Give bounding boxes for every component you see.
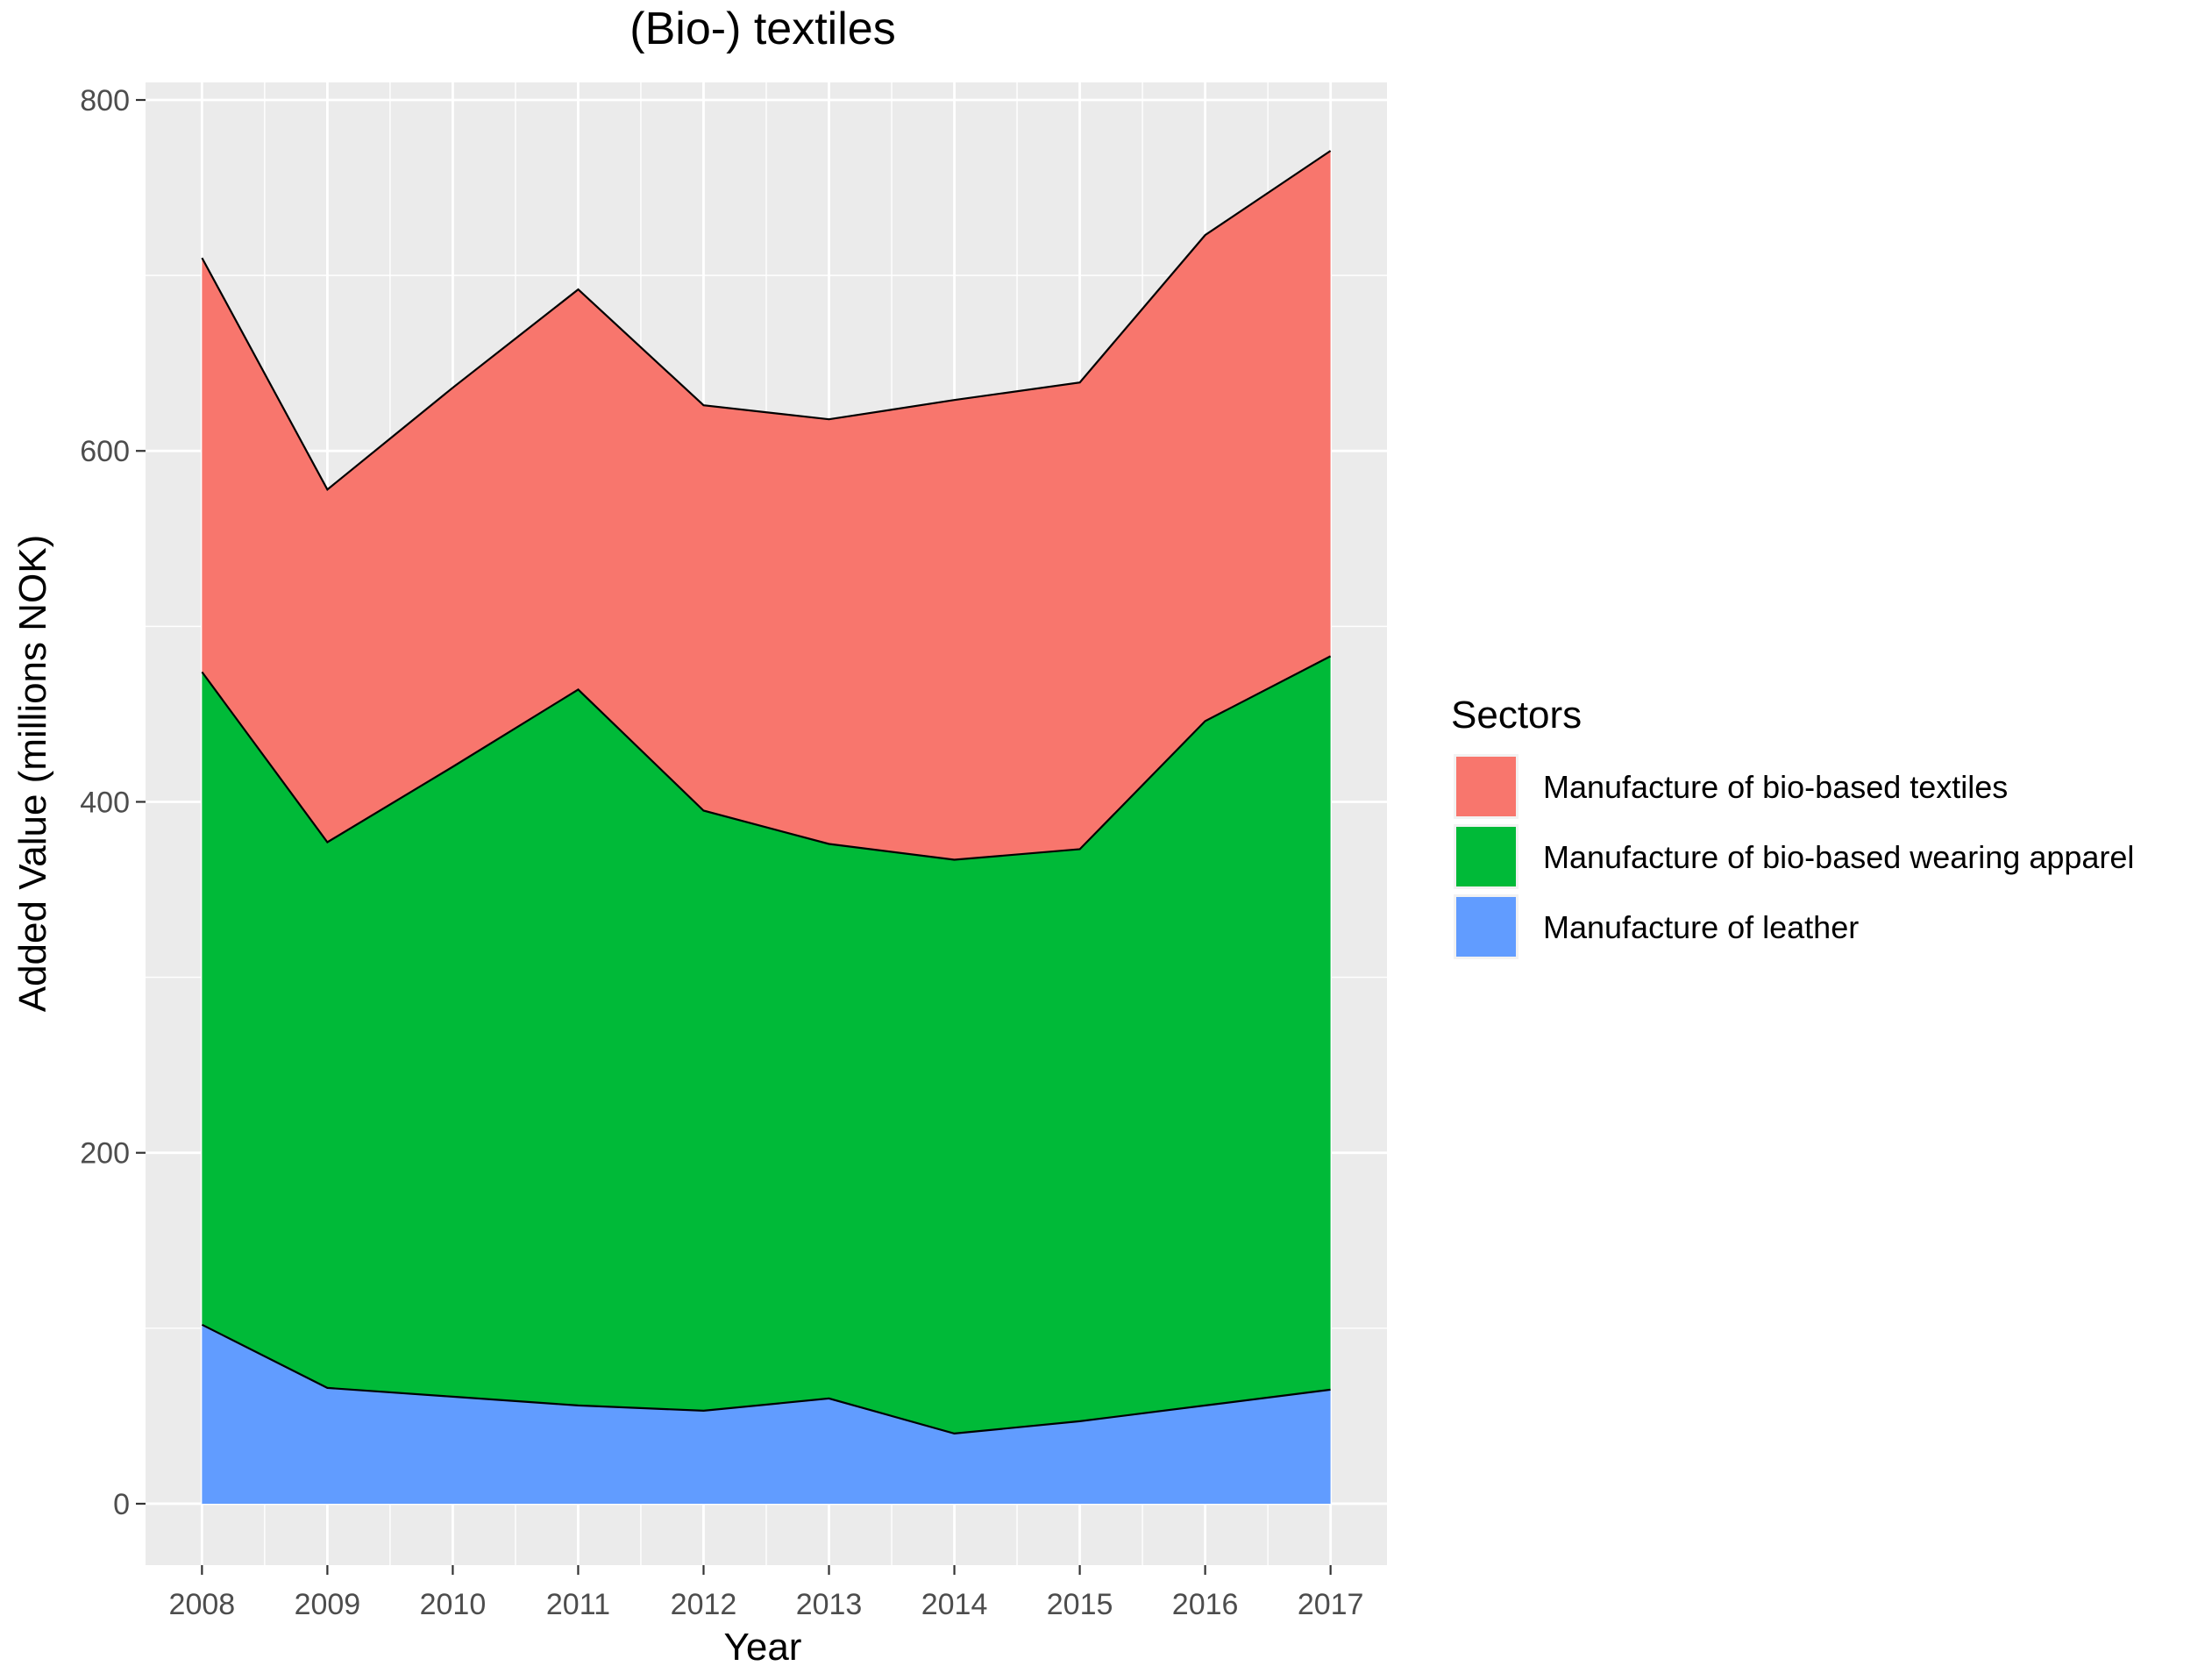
- legend-swatch: [1456, 897, 1516, 957]
- x-axis-title: Year: [724, 1626, 802, 1669]
- line-manufacture-of-bio-based-textiles: [201, 150, 1332, 491]
- y-tick-label: 600: [80, 435, 130, 468]
- x-tick-label: 2009: [295, 1588, 361, 1621]
- y-tick-label: 400: [80, 786, 130, 819]
- x-tick-label: 2016: [1172, 1588, 1239, 1621]
- legend-title: Sectors: [1451, 694, 1582, 737]
- x-tick-label: 2013: [796, 1588, 863, 1621]
- x-tick-label: 2014: [921, 1588, 988, 1621]
- x-axis: 2008 2009 2010 2011 2012 2013 2014 2015 2016 2017: [169, 1565, 1364, 1621]
- area-manufacture-of-bio-based-wearing-apparel: [202, 656, 1331, 1434]
- legend: Sectors Manufacture of bio-based textile…: [1451, 694, 2134, 959]
- legend-swatch: [1456, 827, 1516, 886]
- area-series: [202, 151, 1331, 1504]
- line-manufacture-of-bio-based-wearing-apparel: [201, 655, 1332, 861]
- area-manufacture-of-bio-based-textiles: [202, 151, 1331, 860]
- chart-title: (Bio-) textiles: [629, 4, 895, 54]
- legend-label: Manufacture of leather: [1543, 909, 1859, 945]
- legend-label: Manufacture of bio-based textiles: [1543, 769, 2008, 805]
- area-manufacture-of-leather: [202, 1324, 1331, 1504]
- x-tick-label: 2011: [546, 1588, 610, 1621]
- legend-swatch: [1456, 757, 1516, 816]
- x-tick-label: 2017: [1298, 1588, 1364, 1621]
- x-tick-label: 2008: [169, 1588, 236, 1621]
- x-tick-label: 2012: [671, 1588, 737, 1621]
- y-tick-label: 0: [113, 1488, 130, 1521]
- y-tick-label: 200: [80, 1137, 130, 1171]
- y-axis-title: Added Value (millions NOK): [11, 535, 54, 1013]
- area-outlines: [201, 150, 1332, 1435]
- y-tick-label: 800: [80, 84, 130, 117]
- line-manufacture-of-leather: [201, 1323, 1331, 1435]
- y-axis: 0 200 400 600 800: [80, 84, 146, 1521]
- legend-label: Manufacture of bio-based wearing apparel: [1543, 839, 2134, 875]
- x-tick-label: 2010: [420, 1588, 487, 1621]
- x-tick-label: 2015: [1047, 1588, 1113, 1621]
